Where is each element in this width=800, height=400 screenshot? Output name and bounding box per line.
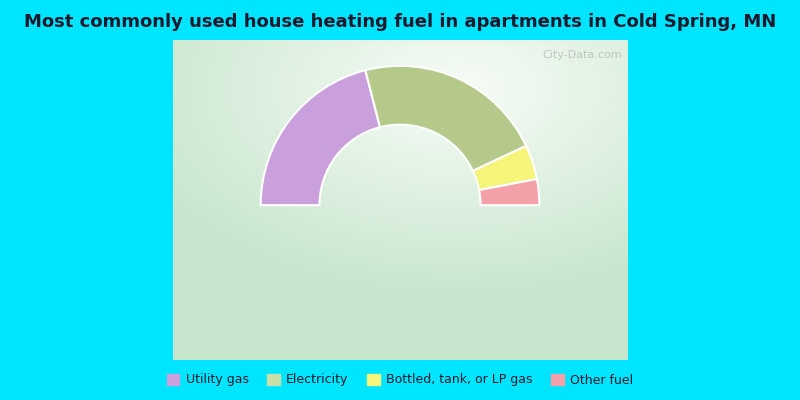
Legend: Utility gas, Electricity, Bottled, tank, or LP gas, Other fuel: Utility gas, Electricity, Bottled, tank,… [162, 368, 638, 392]
Wedge shape [261, 70, 380, 205]
Wedge shape [473, 146, 537, 190]
Text: City-Data.com: City-Data.com [542, 50, 622, 60]
Wedge shape [479, 179, 539, 205]
Text: Most commonly used house heating fuel in apartments in Cold Spring, MN: Most commonly used house heating fuel in… [24, 13, 776, 31]
Wedge shape [366, 66, 526, 171]
